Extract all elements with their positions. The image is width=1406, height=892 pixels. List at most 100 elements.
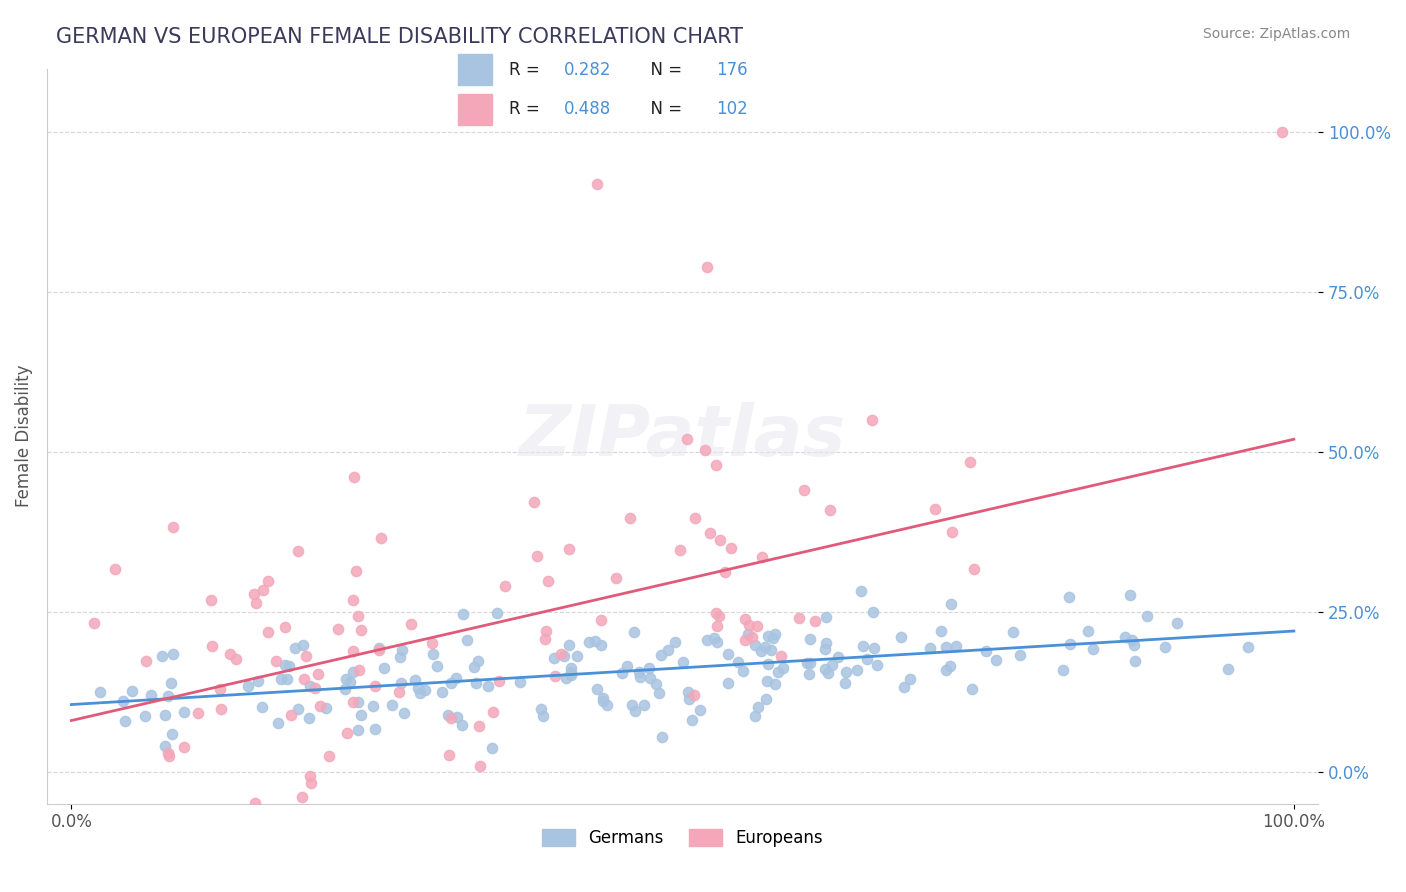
- Germans: [1166, 615, 1188, 630]
- Germans: [678, 692, 700, 706]
- Germans: [651, 730, 673, 744]
- Germans: [863, 641, 886, 656]
- Germans: [749, 644, 772, 658]
- Germans: [592, 694, 614, 708]
- Germans: [628, 670, 651, 684]
- Europeans: [439, 748, 461, 763]
- Germans: [890, 630, 912, 644]
- Europeans: [242, 587, 264, 601]
- Germans: [276, 672, 298, 686]
- Europeans: [350, 623, 373, 637]
- Text: R =: R =: [509, 100, 546, 118]
- Germans: [1077, 624, 1099, 639]
- Germans: [596, 698, 619, 712]
- Europeans: [83, 615, 105, 630]
- Germans: [342, 665, 364, 679]
- Germans: [1119, 588, 1142, 602]
- Germans: [814, 661, 837, 675]
- Germans: [1216, 662, 1239, 676]
- Europeans: [683, 688, 706, 702]
- Europeans: [370, 532, 392, 546]
- Germans: [756, 674, 779, 689]
- Germans: [727, 655, 749, 669]
- Germans: [467, 654, 489, 668]
- Germans: [772, 661, 794, 675]
- Germans: [486, 607, 509, 621]
- Germans: [481, 741, 503, 756]
- Germans: [974, 644, 997, 658]
- Europeans: [586, 177, 609, 191]
- Germans: [1121, 633, 1143, 648]
- Europeans: [342, 695, 364, 709]
- Europeans: [714, 565, 737, 579]
- Germans: [637, 661, 659, 675]
- Europeans: [550, 647, 572, 661]
- Europeans: [693, 443, 716, 458]
- Germans: [650, 648, 672, 662]
- Germans: [112, 694, 135, 708]
- Europeans: [347, 609, 370, 624]
- Germans: [1136, 609, 1159, 624]
- Germans: [567, 649, 589, 664]
- Europeans: [619, 510, 641, 524]
- Germans: [815, 609, 838, 624]
- Text: N =: N =: [640, 100, 688, 118]
- Europeans: [318, 749, 340, 764]
- Europeans: [162, 519, 184, 533]
- Germans: [335, 672, 357, 686]
- Germans: [426, 659, 449, 673]
- Europeans: [709, 533, 731, 547]
- Germans: [451, 607, 474, 621]
- Europeans: [388, 685, 411, 699]
- Europeans: [941, 525, 963, 540]
- Europeans: [468, 719, 491, 733]
- Europeans: [704, 606, 727, 620]
- Germans: [409, 686, 432, 700]
- Text: 0.282: 0.282: [564, 61, 612, 78]
- Europeans: [173, 740, 195, 755]
- Germans: [754, 640, 776, 655]
- Text: 176: 176: [716, 61, 747, 78]
- Germans: [530, 702, 553, 716]
- Europeans: [526, 549, 548, 563]
- Germans: [893, 681, 915, 695]
- Germans: [509, 674, 531, 689]
- Germans: [758, 657, 780, 671]
- Europeans: [292, 672, 315, 686]
- Germans: [578, 634, 600, 648]
- Germans: [616, 659, 638, 673]
- Germans: [560, 668, 582, 682]
- Germans: [543, 650, 565, 665]
- Germans: [555, 672, 578, 686]
- Europeans: [770, 649, 793, 664]
- Europeans: [245, 796, 267, 810]
- Europeans: [537, 574, 560, 589]
- Germans: [799, 632, 821, 646]
- Germans: [273, 657, 295, 672]
- Germans: [648, 686, 671, 700]
- Text: 102: 102: [716, 100, 748, 118]
- Germans: [846, 664, 869, 678]
- Germans: [440, 675, 463, 690]
- Europeans: [257, 624, 280, 639]
- Germans: [761, 643, 783, 657]
- Europeans: [734, 632, 756, 647]
- Germans: [657, 643, 679, 657]
- Germans: [761, 631, 783, 645]
- FancyBboxPatch shape: [458, 94, 492, 125]
- Germans: [744, 709, 766, 723]
- Germans: [640, 672, 662, 686]
- Europeans: [336, 725, 359, 739]
- Europeans: [135, 654, 157, 668]
- Europeans: [488, 674, 510, 689]
- Europeans: [104, 562, 127, 576]
- Germans: [835, 665, 858, 679]
- Germans: [560, 665, 582, 679]
- Germans: [364, 722, 387, 736]
- Germans: [855, 651, 877, 665]
- Europeans: [440, 711, 463, 725]
- Europeans: [367, 643, 389, 657]
- Germans: [766, 665, 789, 679]
- Europeans: [399, 617, 422, 632]
- Europeans: [696, 260, 718, 274]
